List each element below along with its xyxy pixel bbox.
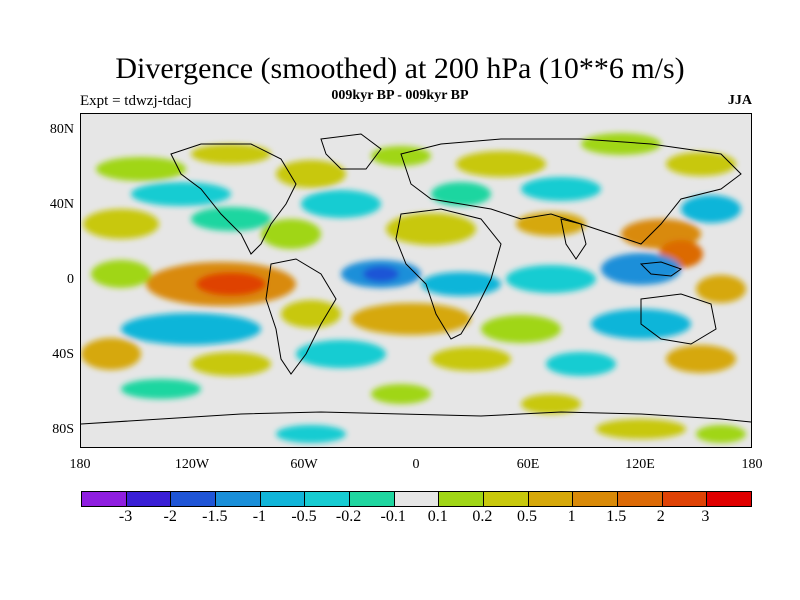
colorbar-swatch <box>573 492 619 506</box>
lat-tick-80n: 80N <box>49 122 74 137</box>
lon-tick-180e: 180 <box>741 457 763 472</box>
colorbar-swatch <box>350 492 395 506</box>
lon-tick-0: 0 <box>412 457 420 472</box>
colorbar-label: 0.2 <box>472 508 493 525</box>
colorbar-label: 1 <box>567 508 576 525</box>
colorbar-swatch <box>528 492 574 506</box>
colorbar-swatch <box>126 492 172 506</box>
colorbar-label: 0.5 <box>517 508 537 525</box>
lon-tick-120e: 120E <box>625 457 655 472</box>
lat-tick-0: 0 <box>67 272 74 287</box>
colorbar-swatch <box>82 492 127 506</box>
colorbar-label: -2 <box>163 508 177 525</box>
colorbar-label: -0.2 <box>335 508 362 525</box>
colorbar-label: 1.5 <box>606 508 627 525</box>
season-label: JJA <box>727 93 752 108</box>
colorbar-swatch <box>305 492 351 506</box>
colorbar-swatch <box>394 492 440 506</box>
colorbar-label: 2 <box>656 508 665 525</box>
lon-tick-60w: 60W <box>290 457 318 472</box>
lon-tick-180w: 180 <box>69 457 91 472</box>
divergence-field <box>81 114 751 447</box>
colorbar-swatch <box>662 492 708 506</box>
colorbar <box>81 491 752 507</box>
colorbar-label: 0.1 <box>427 508 448 525</box>
colorbar-label: -3 <box>118 508 133 525</box>
map-title: Divergence (smoothed) at 200 hPa (10**6 … <box>115 52 685 85</box>
colorbar-swatch <box>707 492 752 506</box>
colorbar-swatch <box>171 492 217 506</box>
colorbar-swatch <box>484 492 529 506</box>
colorbar-label: -1 <box>252 508 267 525</box>
shaded-contours <box>81 133 746 443</box>
colorbar-swatch <box>618 492 663 506</box>
lat-tick-40s: 40S <box>52 347 74 362</box>
colorbar-swatch <box>260 492 306 506</box>
map-subtitle: 009kyr BP - 009kyr BP <box>331 88 469 103</box>
colorbar-label: 3 <box>701 508 710 525</box>
colorbar-swatch <box>439 492 485 506</box>
lat-tick-40n: 40N <box>49 197 74 212</box>
colorbar-swatch <box>216 492 261 506</box>
colorbar-label: -0.5 <box>291 508 317 525</box>
coastlines <box>81 133 751 425</box>
lon-tick-60e: 60E <box>516 457 540 472</box>
experiment-label: Expt = tdwzj-tdacj <box>80 93 192 109</box>
lon-tick-120w: 120W <box>174 457 210 472</box>
colorbar-label: -1.5 <box>202 508 228 525</box>
colorbar-label: -0.1 <box>380 508 406 525</box>
map-panel <box>80 113 752 448</box>
lat-tick-80s: 80S <box>52 422 74 437</box>
